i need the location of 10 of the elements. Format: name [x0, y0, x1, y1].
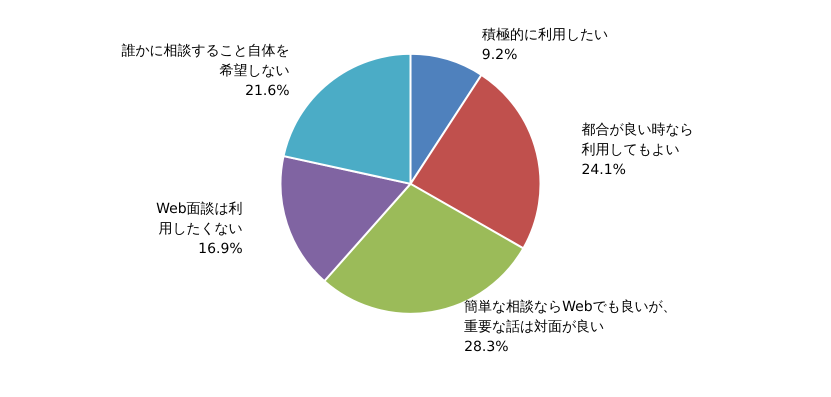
slice-label: 積極的に利用したい — [482, 26, 608, 43]
slice-label: 誰かに相談すること自体を希望しない — [122, 42, 290, 79]
data-label: 21.6% — [245, 82, 290, 99]
slice-label: 簡単な相談ならWebでも良いが、重要な話は対面が良い — [464, 298, 677, 335]
data-label: 24.1% — [581, 162, 626, 178]
slice-label: Web面談は利用したくない — [156, 200, 243, 237]
data-label: 16.9% — [198, 240, 243, 257]
slice-label: 都合が良い時なら利用してもよい — [581, 122, 694, 158]
data-label: 9.2% — [482, 46, 518, 63]
data-label: 28.3% — [464, 338, 509, 355]
